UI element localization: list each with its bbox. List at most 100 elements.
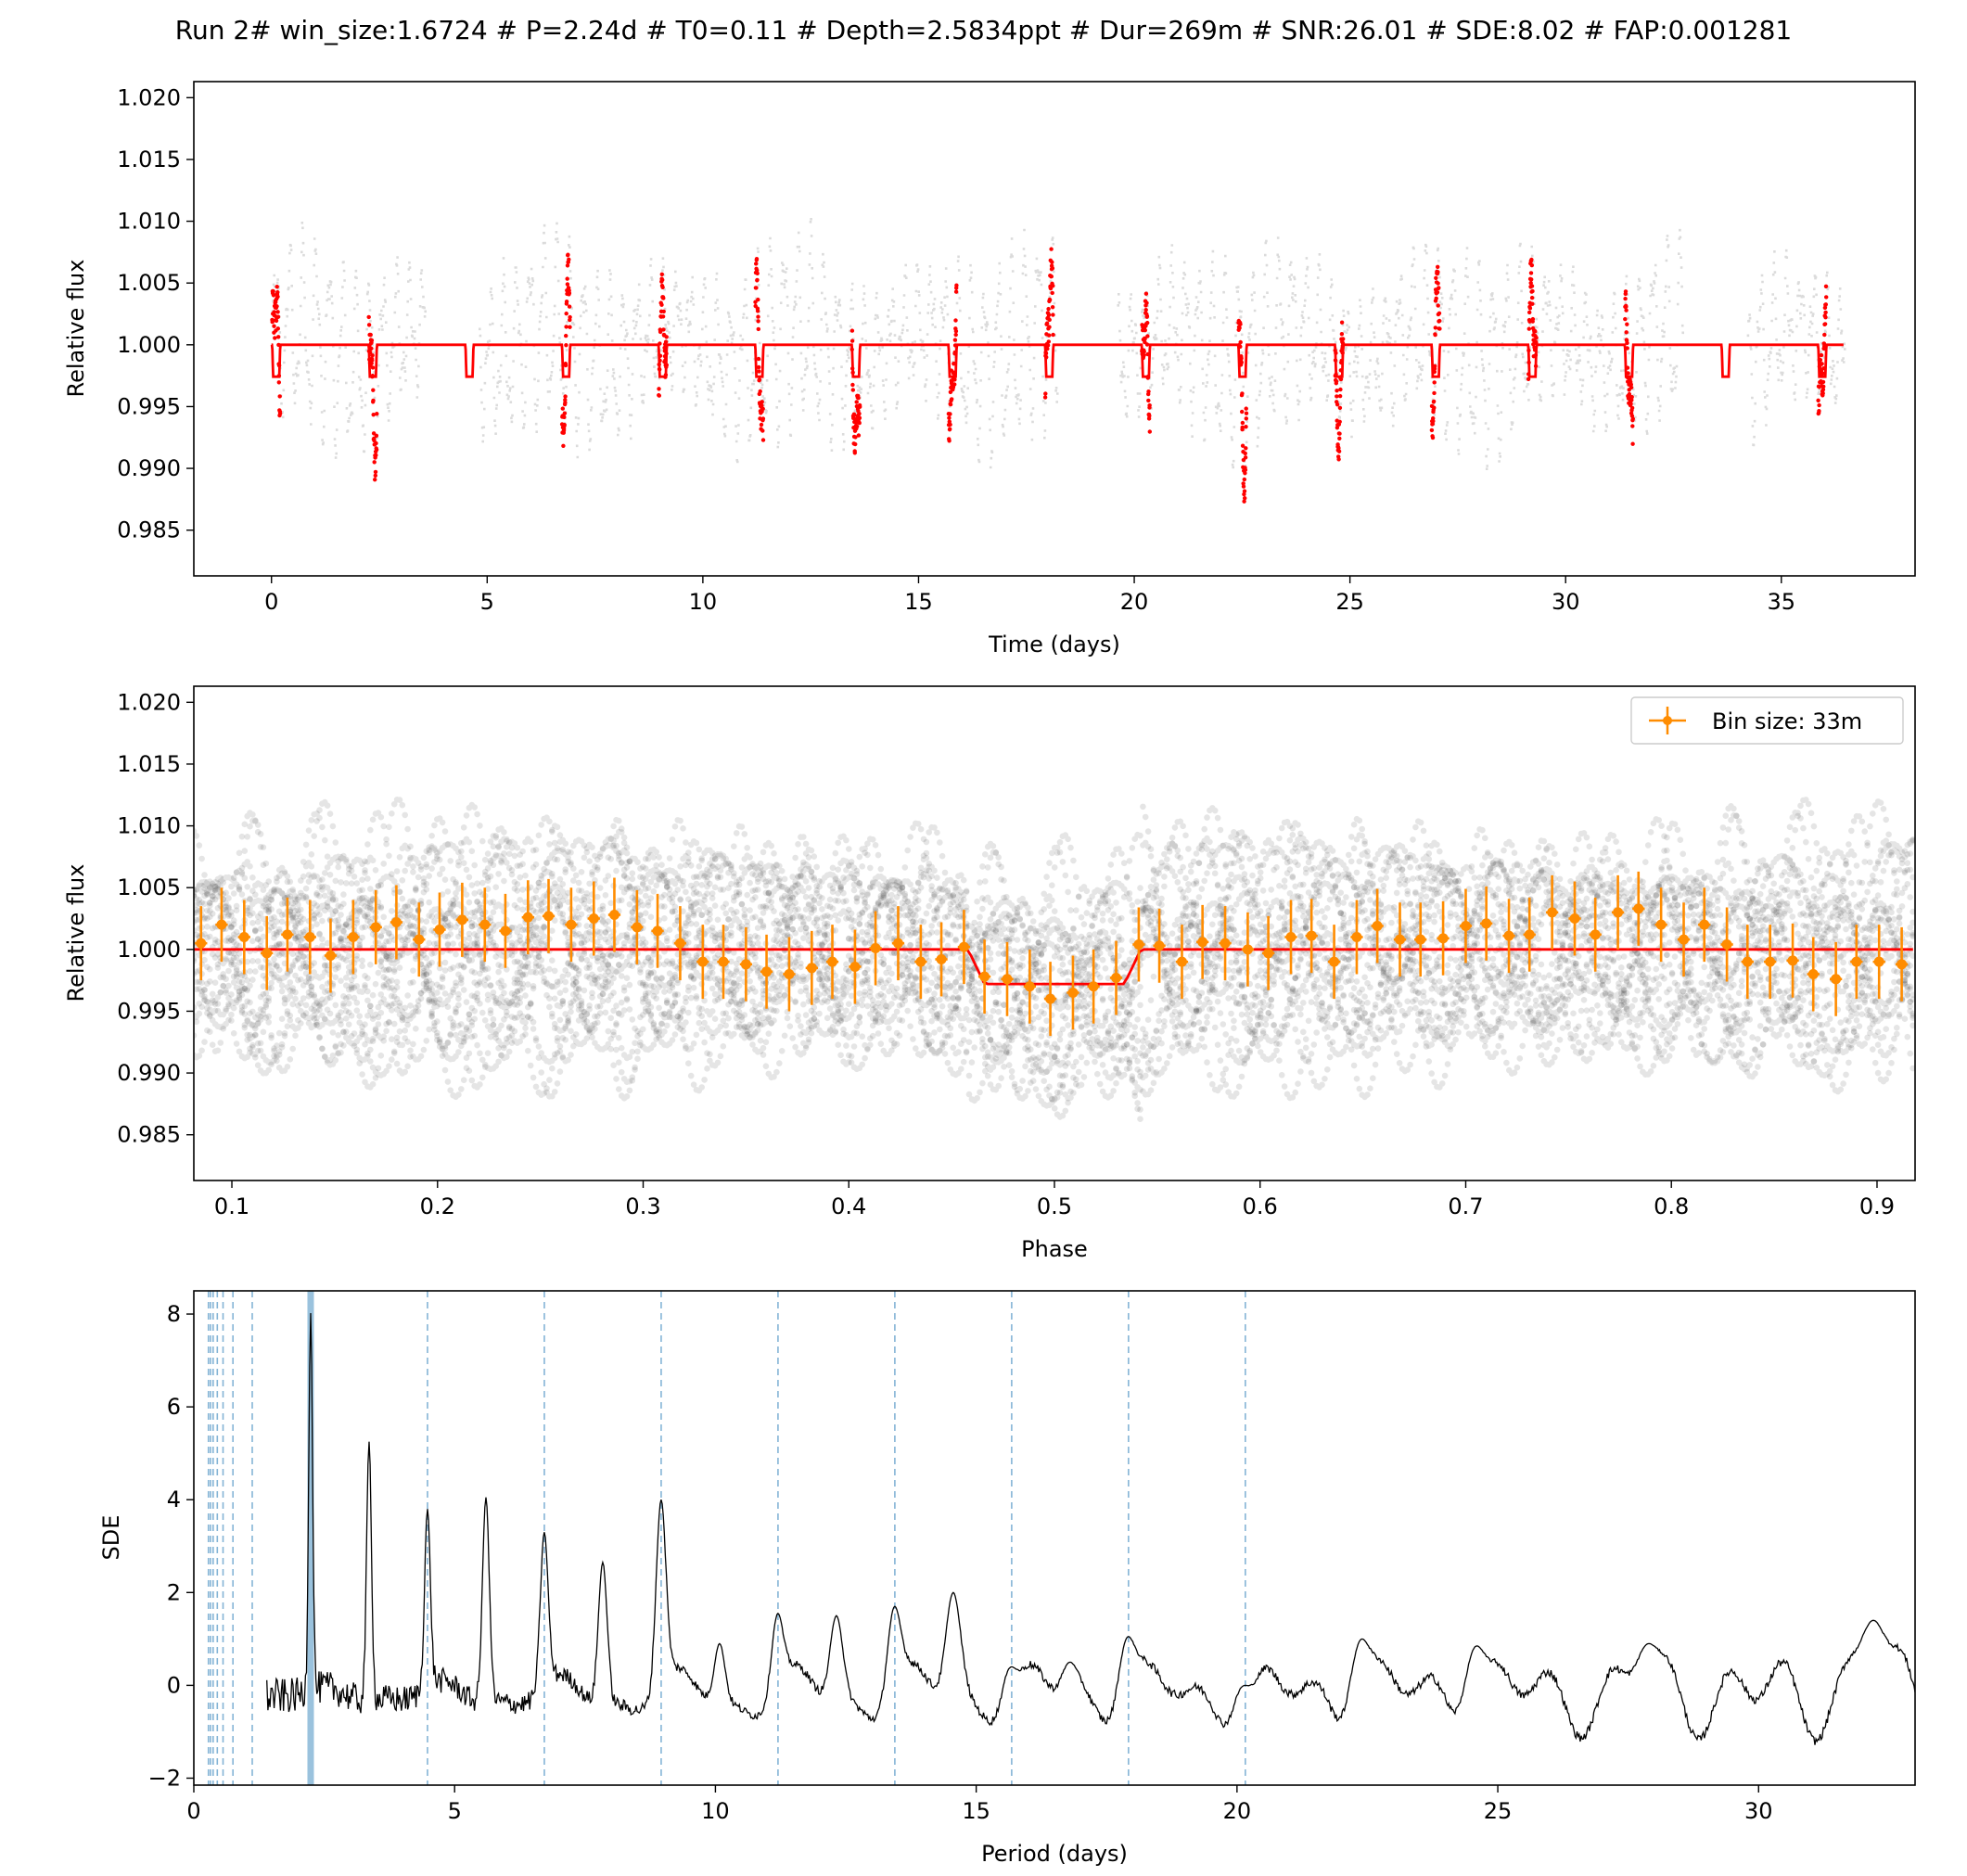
light-curve-point-cloud [271, 218, 1846, 476]
phase-model-line [194, 948, 1913, 986]
y-tick-label: 0.990 [117, 455, 181, 481]
binned-point [914, 925, 927, 1000]
binned-point [1261, 915, 1275, 990]
light-curve-panel: 0 5 10 15 20 25 30 35 0.985 0.990 0.995 1.000 1.005… [63, 81, 1916, 657]
binned-point [455, 882, 469, 957]
y-tick-label: 4 [167, 1487, 181, 1512]
binned-point [1568, 881, 1581, 956]
y-tick-label: 2 [167, 1579, 181, 1605]
in-transit-cluster [1140, 291, 1153, 434]
y-tick-label: 0.985 [117, 1122, 181, 1148]
binned-point [1741, 925, 1754, 1000]
binned-point [805, 930, 818, 1005]
binned-point [977, 939, 991, 1015]
periodogram-x-ticks: 0 5 10 15 20 25 30 [186, 1785, 1773, 1824]
phase-fold-track [194, 841, 1915, 1005]
binned-point [1023, 949, 1037, 1024]
periodogram-x-label: Period (days) [981, 1841, 1128, 1867]
binned-point [607, 877, 621, 952]
binned-point [1829, 941, 1843, 1016]
y-tick-label: 8 [167, 1301, 181, 1327]
binned-point [369, 889, 382, 964]
binned-point [1393, 902, 1407, 977]
binned-point [935, 922, 948, 997]
x-tick-label: 0.4 [831, 1193, 866, 1219]
binned-point [1350, 900, 1363, 975]
x-tick-label: 15 [904, 589, 933, 615]
binned-point [1196, 904, 1209, 979]
harmonic-lines [207, 1291, 1246, 1785]
light-curve-frame [193, 81, 1916, 577]
in-transit-cluster [849, 328, 862, 455]
binned-point [1305, 899, 1318, 974]
transit-model-line [270, 343, 1844, 378]
legend-box [1630, 696, 1904, 745]
binned-point [1153, 908, 1166, 983]
periodogram-y-ticks: −2 0 2 4 6 8 [148, 1301, 194, 1791]
binned-point [587, 881, 600, 956]
y-tick-label: 1.010 [117, 209, 181, 235]
x-tick-label: 0.5 [1037, 1193, 1072, 1219]
y-tick-label: 6 [167, 1394, 181, 1420]
x-tick-label: 0.2 [420, 1193, 455, 1219]
periodogram-y-label: SDE [98, 1515, 124, 1561]
phase-fold-y-ticks: 0.985 0.990 0.995 1.000 1.005 1.010 1.015 1.020 [117, 689, 194, 1148]
binned-point [521, 880, 534, 955]
light-curve-x-label: Time (days) [988, 632, 1120, 657]
binned-point [1589, 897, 1602, 972]
in-transit-cluster [1429, 264, 1442, 440]
in-transit-cluster [270, 285, 283, 418]
binned-point [413, 902, 426, 977]
binned-point [1872, 925, 1885, 1000]
phase-fold-data [194, 797, 1915, 1122]
binned-point [565, 887, 578, 963]
in-transit-cluster [1816, 284, 1829, 416]
x-tick-label: 5 [448, 1798, 462, 1824]
phase-fold-track [194, 835, 1915, 1104]
binned-point [1850, 925, 1863, 1000]
x-tick-label: 10 [689, 589, 718, 615]
binned-point [1698, 887, 1711, 963]
x-tick-label: 0 [264, 589, 278, 615]
y-tick-label: 0.995 [117, 393, 181, 419]
x-tick-label: 30 [1552, 589, 1580, 615]
binned-point [891, 906, 905, 981]
x-tick-label: 30 [1744, 1798, 1773, 1824]
y-tick-label: 1.015 [117, 751, 181, 777]
in-transit-cluster [366, 314, 379, 482]
x-tick-label: 20 [1223, 1798, 1252, 1824]
binned-point [1523, 897, 1536, 972]
binned-point [825, 925, 839, 1000]
x-tick-label: 0.1 [214, 1193, 249, 1219]
y-tick-label: 1.000 [117, 937, 181, 963]
x-tick-label: 20 [1120, 589, 1149, 615]
binned-point [783, 937, 796, 1012]
phase-fold-track [194, 797, 1915, 1040]
phase-fold-track [194, 810, 1915, 998]
binned-point [1545, 874, 1559, 950]
binned-point [696, 925, 709, 1000]
x-tick-label: 25 [1484, 1798, 1513, 1824]
sde-spectrum-line [266, 1312, 1915, 1745]
phase-fold-points [194, 797, 1915, 1122]
binned-point [390, 885, 403, 960]
y-tick-label: 1.020 [117, 689, 181, 715]
light-curve-points [271, 218, 1846, 476]
binned-point [1175, 925, 1189, 1000]
binned-point [651, 893, 664, 968]
phase-fold-legend: Bin size: 33m [1630, 696, 1904, 745]
light-curve-y-label: Relative flux [63, 260, 89, 398]
binned-point [631, 889, 644, 964]
y-tick-label: 1.005 [117, 270, 181, 296]
x-tick-label: 5 [480, 589, 494, 615]
binned-point [1764, 925, 1777, 1000]
legend-marker-dot [1663, 716, 1672, 725]
phase-fold-panel: 0.1 0.2 0.3 0.4 0.5 0.6 0.7 0.8 0.9 0.9850.9900.… [63, 685, 1916, 1262]
binned-point [1480, 886, 1493, 961]
periodogram-data [207, 1291, 1915, 1785]
y-tick-label: 0 [167, 1672, 181, 1698]
binned-point [1654, 887, 1667, 963]
x-tick-label: 25 [1335, 589, 1364, 615]
binned-point [1807, 937, 1820, 1012]
binned-point [717, 925, 730, 1000]
